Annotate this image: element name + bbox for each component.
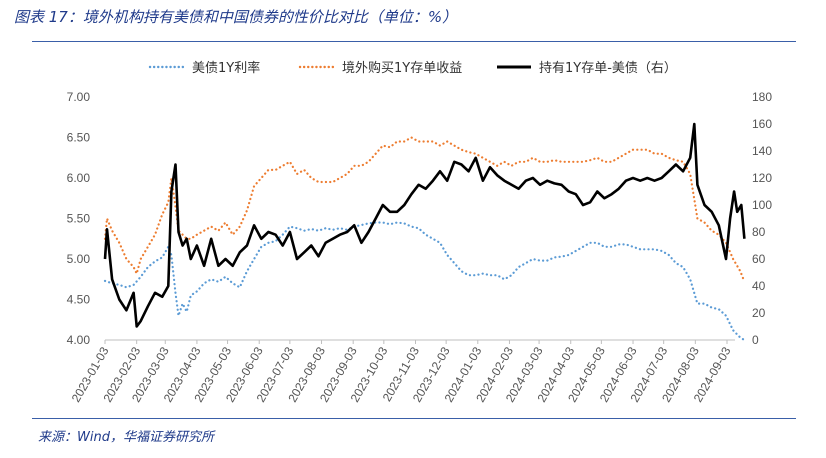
y-right-tick-label: 160 [752, 117, 772, 131]
y-left-tick-label: 6.00 [67, 171, 91, 185]
figure-source: 来源：Wind，华福证券研究所 [38, 430, 214, 445]
y-left-tick-label: 6.50 [67, 131, 91, 145]
source-rule [32, 418, 796, 419]
y-left-tick-label: 5.00 [67, 252, 91, 266]
legend-label-2: 境外购买1Y存单收益 [342, 60, 462, 76]
y-left-tick-label: 4.00 [67, 333, 91, 347]
y-left-tick-label: 5.50 [67, 212, 91, 226]
y-right-tick-label: 60 [752, 252, 766, 266]
y-right-tick-label: 40 [752, 279, 766, 293]
y-left-tick-label: 4.50 [67, 293, 91, 307]
series-line-1 [103, 221, 746, 342]
y-right-tick-label: 0 [752, 333, 759, 347]
y-right-tick-label: 140 [752, 144, 772, 158]
y-left-tick-label: 7.00 [67, 90, 91, 104]
y-right-tick-label: 20 [752, 306, 766, 320]
y-right-tick-label: 100 [752, 198, 772, 212]
title-rule [32, 41, 796, 42]
legend-label-3: 持有1Y存单-美债（右） [539, 61, 677, 76]
series-line-3 [103, 122, 746, 328]
y-right-tick-label: 80 [752, 225, 766, 239]
plot-area [103, 122, 746, 342]
figure-title: 图表 17：境外机构持有美债和中国债券的性价比对比（单位：%） [14, 8, 458, 26]
axes: 4.00 4.50 5.00 5.50 6.00 6.50 7.00 0 20 40 60 80 100… [67, 90, 773, 405]
y-right-tick-label: 120 [752, 171, 772, 185]
legend-label-1: 美债1Y利率 [192, 60, 260, 76]
legend: 美债1Y利率 境外购买1Y存单收益 持有1Y存单-美债（右） [148, 60, 677, 76]
y-right-tick-label: 180 [752, 90, 772, 104]
